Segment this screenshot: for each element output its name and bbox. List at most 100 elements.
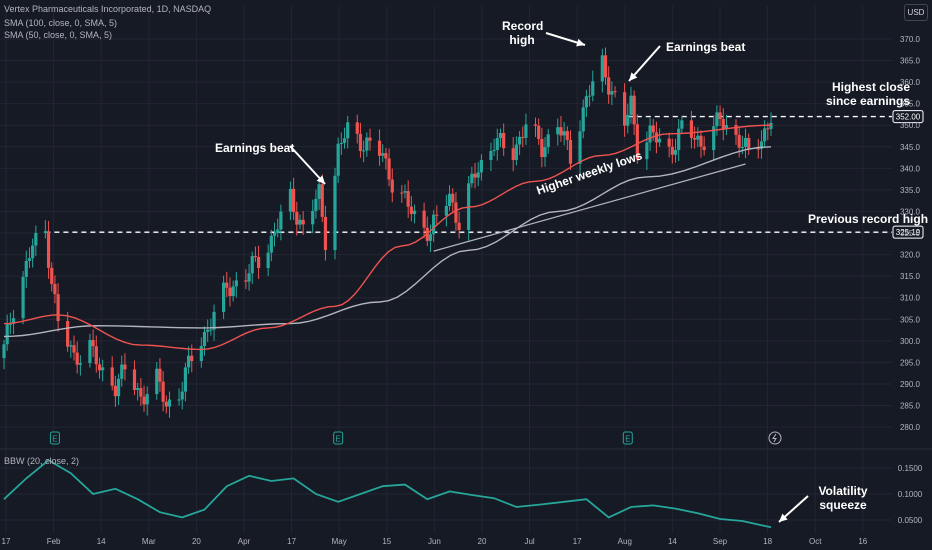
candle-body <box>250 256 254 274</box>
candle-body <box>381 153 385 156</box>
y-tick-label: 315.0 <box>900 272 921 281</box>
candle-body <box>298 219 302 225</box>
candle-body <box>562 131 566 136</box>
candle-body <box>269 235 273 253</box>
candle-body <box>422 210 426 228</box>
candle-body <box>333 175 337 251</box>
candle-body <box>648 125 652 143</box>
earnings-event-letter: E <box>335 435 340 444</box>
currency-button[interactable]: USD <box>904 4 928 21</box>
earnings-event-letter: E <box>52 435 57 444</box>
candle-body <box>132 369 137 390</box>
candle-body <box>11 318 16 324</box>
x-tick-label: 17 <box>2 537 11 546</box>
candle-body <box>91 340 95 347</box>
candle-body <box>718 112 722 119</box>
candle-body <box>323 216 328 251</box>
candle-body <box>339 142 343 144</box>
earnings-event-icon[interactable] <box>333 431 344 445</box>
candle-body <box>635 124 639 160</box>
candle-body <box>199 345 203 362</box>
candle-body <box>435 214 439 216</box>
candle-body <box>556 127 560 135</box>
bbw-legend: BBW (20, close, 2) <box>4 456 80 466</box>
candle-body <box>743 137 748 147</box>
candle-body <box>406 191 410 207</box>
candle-body <box>584 96 589 108</box>
candle-body <box>473 173 477 178</box>
y-tick-label: 355.0 <box>900 100 921 109</box>
candle-body <box>43 231 47 233</box>
candle-body <box>266 252 270 268</box>
bbw-pane <box>3 459 772 529</box>
y-tick-label: 340.0 <box>900 164 921 173</box>
candle-body <box>358 133 363 151</box>
candle-body <box>498 132 503 139</box>
candle-body <box>524 124 528 138</box>
candle-body <box>177 399 181 401</box>
candle-body <box>180 391 184 400</box>
candle-body <box>626 114 630 126</box>
candle-body <box>400 192 404 194</box>
candle-body <box>46 231 51 268</box>
y-tick-label: 310.0 <box>900 294 921 303</box>
candle-body <box>721 118 725 130</box>
candle-body <box>759 141 764 149</box>
price-label: 352.00 <box>896 113 921 122</box>
trendlines <box>433 163 746 252</box>
candle-body <box>756 148 760 150</box>
candle-body <box>613 91 617 93</box>
record-high-arrow-head <box>576 38 585 47</box>
candle-body <box>654 132 659 143</box>
bbw-y-tick-label: 0.0500 <box>898 516 923 525</box>
candle-body <box>120 364 124 379</box>
earnings-event-icon[interactable] <box>49 431 60 445</box>
sma50-line <box>3 124 772 351</box>
candle-body <box>533 124 538 126</box>
y-tick-label: 330.0 <box>900 207 921 216</box>
candle-body <box>206 329 210 332</box>
candle-body <box>540 138 544 158</box>
earnings-event-icon[interactable] <box>622 431 633 445</box>
candle-body <box>247 273 251 282</box>
symbol-legend: Vertex Pharmaceuticals Incorporated, 1D,… <box>4 4 212 14</box>
candle-body <box>495 138 499 150</box>
candle-body <box>517 136 522 145</box>
candle-body <box>355 122 359 134</box>
candle-body <box>514 144 518 160</box>
grid <box>0 6 932 533</box>
candle-body <box>225 282 229 288</box>
x-tick-label: 20 <box>478 537 487 546</box>
x-tick-label: 18 <box>763 537 772 546</box>
candle-body <box>311 210 315 225</box>
candle-body <box>699 135 703 147</box>
earnings-beat-2-arrow-head <box>629 72 638 81</box>
x-tick-label: 20 <box>192 537 201 546</box>
candle-body <box>336 143 340 176</box>
moving-averages <box>3 124 772 351</box>
candle-body <box>502 132 506 149</box>
candle-body <box>97 364 102 371</box>
candle-body <box>610 91 614 95</box>
candle-body <box>623 92 627 126</box>
x-tick-label: Apr <box>238 537 251 546</box>
candle-body <box>724 124 729 130</box>
candle-body <box>66 321 70 347</box>
candle-body <box>212 311 216 330</box>
candle-body <box>276 229 280 233</box>
candle-body <box>454 202 458 223</box>
y-tick-label: 325.0 <box>900 229 921 238</box>
candle-body <box>677 128 681 150</box>
candle-body <box>409 206 413 215</box>
higher-lows-trendline <box>433 163 746 252</box>
candle-body <box>492 149 496 151</box>
candle-body <box>279 211 283 230</box>
earnings-beat-annotation-2: Earnings beat <box>666 40 746 54</box>
x-tick-label: Feb <box>47 537 61 546</box>
candle-body <box>670 146 674 155</box>
y-tick-label: 300.0 <box>900 337 921 346</box>
candle-body <box>403 191 407 193</box>
axes: 17 Feb 14 Mar 20 Apr 17 May 15 Jun 20 Jul 17 Aug 14 Sep… <box>2 35 923 546</box>
